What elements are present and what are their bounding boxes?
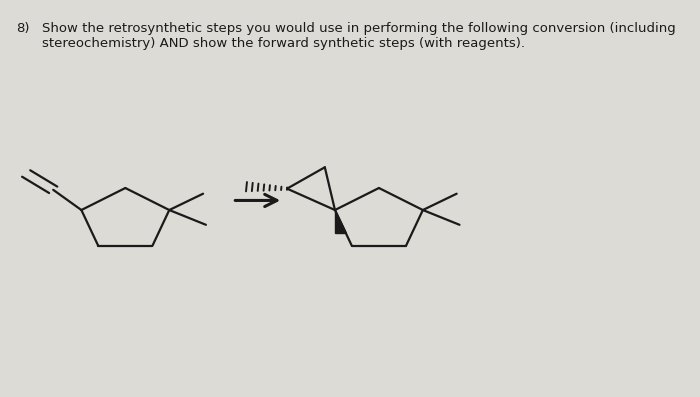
- Text: 8): 8): [17, 22, 30, 35]
- Text: Show the retrosynthetic steps you would use in performing the following conversi: Show the retrosynthetic steps you would …: [43, 22, 676, 50]
- Polygon shape: [335, 210, 346, 233]
